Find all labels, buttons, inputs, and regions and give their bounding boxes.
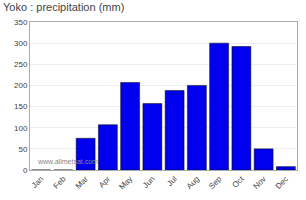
svg-text:Apr: Apr bbox=[97, 174, 112, 189]
svg-text:www.allmetsat.com: www.allmetsat.com bbox=[37, 158, 98, 165]
svg-text:200: 200 bbox=[14, 81, 28, 90]
svg-text:Nov: Nov bbox=[251, 174, 267, 190]
svg-text:350: 350 bbox=[14, 18, 28, 27]
svg-text:Jan: Jan bbox=[30, 174, 45, 189]
svg-text:Mar: Mar bbox=[74, 174, 90, 190]
svg-text:300: 300 bbox=[14, 39, 28, 48]
svg-text:Aug: Aug bbox=[185, 174, 201, 190]
svg-text:Yoko : precipitation (mm): Yoko : precipitation (mm) bbox=[3, 1, 124, 13]
svg-text:May: May bbox=[117, 174, 134, 191]
svg-text:Oct: Oct bbox=[230, 174, 246, 190]
svg-text:0: 0 bbox=[23, 166, 28, 175]
svg-text:50: 50 bbox=[18, 145, 27, 154]
svg-text:Feb: Feb bbox=[52, 174, 69, 191]
svg-text:150: 150 bbox=[14, 102, 28, 111]
svg-text:Jun: Jun bbox=[141, 174, 156, 189]
svg-text:250: 250 bbox=[14, 60, 28, 69]
svg-text:Dec: Dec bbox=[274, 174, 290, 190]
svg-text:100: 100 bbox=[14, 124, 28, 133]
svg-text:Jul: Jul bbox=[165, 174, 179, 188]
svg-text:Sep: Sep bbox=[207, 174, 224, 191]
